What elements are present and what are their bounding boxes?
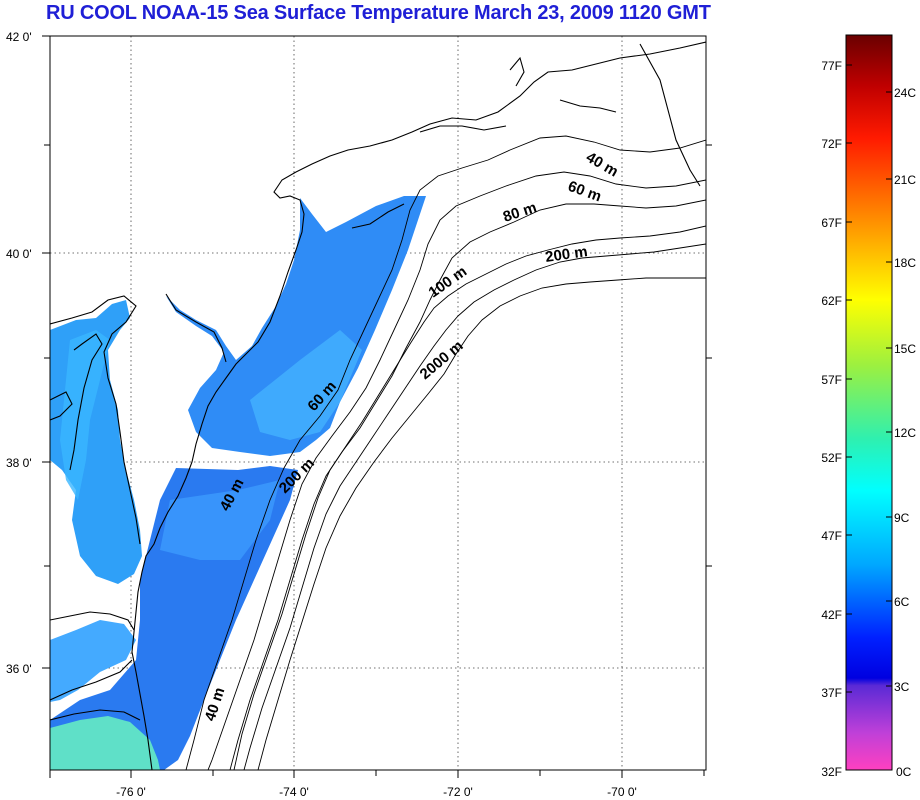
contour-40m	[185, 135, 706, 770]
sst-swath-north	[166, 196, 426, 456]
colorbar-c-label: 9C	[894, 511, 910, 525]
colorbar-c-label: 21C	[894, 173, 916, 187]
colorbar-f-label: 62F	[821, 294, 842, 308]
map-frame	[49, 35, 707, 771]
x-tick-label: -76 0'	[116, 785, 146, 799]
contour-200m	[243, 243, 706, 770]
contour-80m	[229, 199, 706, 770]
y-tick-label: 40 0'	[6, 247, 32, 261]
contour-60m	[207, 171, 706, 770]
colorbar-fahrenheit-labels: 77F 72F 67F 62F 57F 52F 47F 42F 37F 32F	[821, 59, 842, 779]
colorbar-c-label: 0C	[896, 765, 912, 779]
axis-ticks	[42, 35, 712, 778]
colorbar-c-label: 3C	[894, 680, 910, 694]
sst-swath-south-light	[160, 480, 280, 560]
contour-label: 80 m	[501, 199, 539, 226]
colorbar-f-label: 72F	[821, 137, 842, 151]
colorbar-f-label: 77F	[821, 59, 842, 73]
y-tick-label: 38 0'	[6, 456, 32, 470]
colorbar-f-label: 57F	[821, 373, 842, 387]
x-axis-labels: -76 0' -74 0' -72 0' -70 0'	[116, 785, 637, 799]
y-axis-labels: 42 0' 40 0' 38 0' 36 0'	[6, 30, 32, 676]
colorbar: 77F 72F 67F 62F 57F 52F 47F 42F 37F 32F …	[821, 34, 916, 779]
colorbar-f-label: 42F	[821, 608, 842, 622]
colorbar-f-label: 52F	[821, 451, 842, 465]
colorbar-ticks	[846, 64, 892, 693]
contour-label: 100 m	[426, 263, 471, 301]
colorbar-c-label: 6C	[894, 595, 910, 609]
colorbar-f-label: 37F	[821, 686, 842, 700]
contour-100m	[233, 225, 706, 770]
contour-label: 200 m	[544, 243, 588, 266]
colorbar-f-label: 47F	[821, 529, 842, 543]
colorbar-c-label: 18C	[894, 256, 916, 270]
map-title: RU COOL NOAA-15 Sea Surface Temperature …	[46, 2, 711, 24]
x-tick-label: -72 0'	[443, 785, 473, 799]
sst-warm-sound	[50, 716, 160, 770]
y-tick-label: 42 0'	[6, 30, 32, 44]
x-tick-label: -74 0'	[279, 785, 309, 799]
contour-2000m	[257, 277, 706, 770]
colorbar-celsius-labels: 24C 21C 18C 15C 12C 9C 6C 3C 0C	[894, 86, 916, 779]
bathymetry-contours	[185, 135, 706, 770]
coastline	[50, 41, 706, 770]
sst-swath-north-light	[250, 330, 362, 440]
contour-label: 60 m	[566, 178, 604, 206]
x-tick-label: -70 0'	[607, 785, 637, 799]
colorbar-c-label: 15C	[894, 342, 916, 356]
sst-sound	[50, 620, 136, 702]
colorbar-f-label: 32F	[821, 765, 842, 779]
colorbar-f-label: 67F	[821, 216, 842, 230]
colorbar-c-label: 24C	[894, 86, 916, 100]
colorbar-c-label: 12C	[894, 426, 916, 440]
y-tick-label: 36 0'	[6, 662, 32, 676]
colorbar-scale	[845, 34, 893, 771]
